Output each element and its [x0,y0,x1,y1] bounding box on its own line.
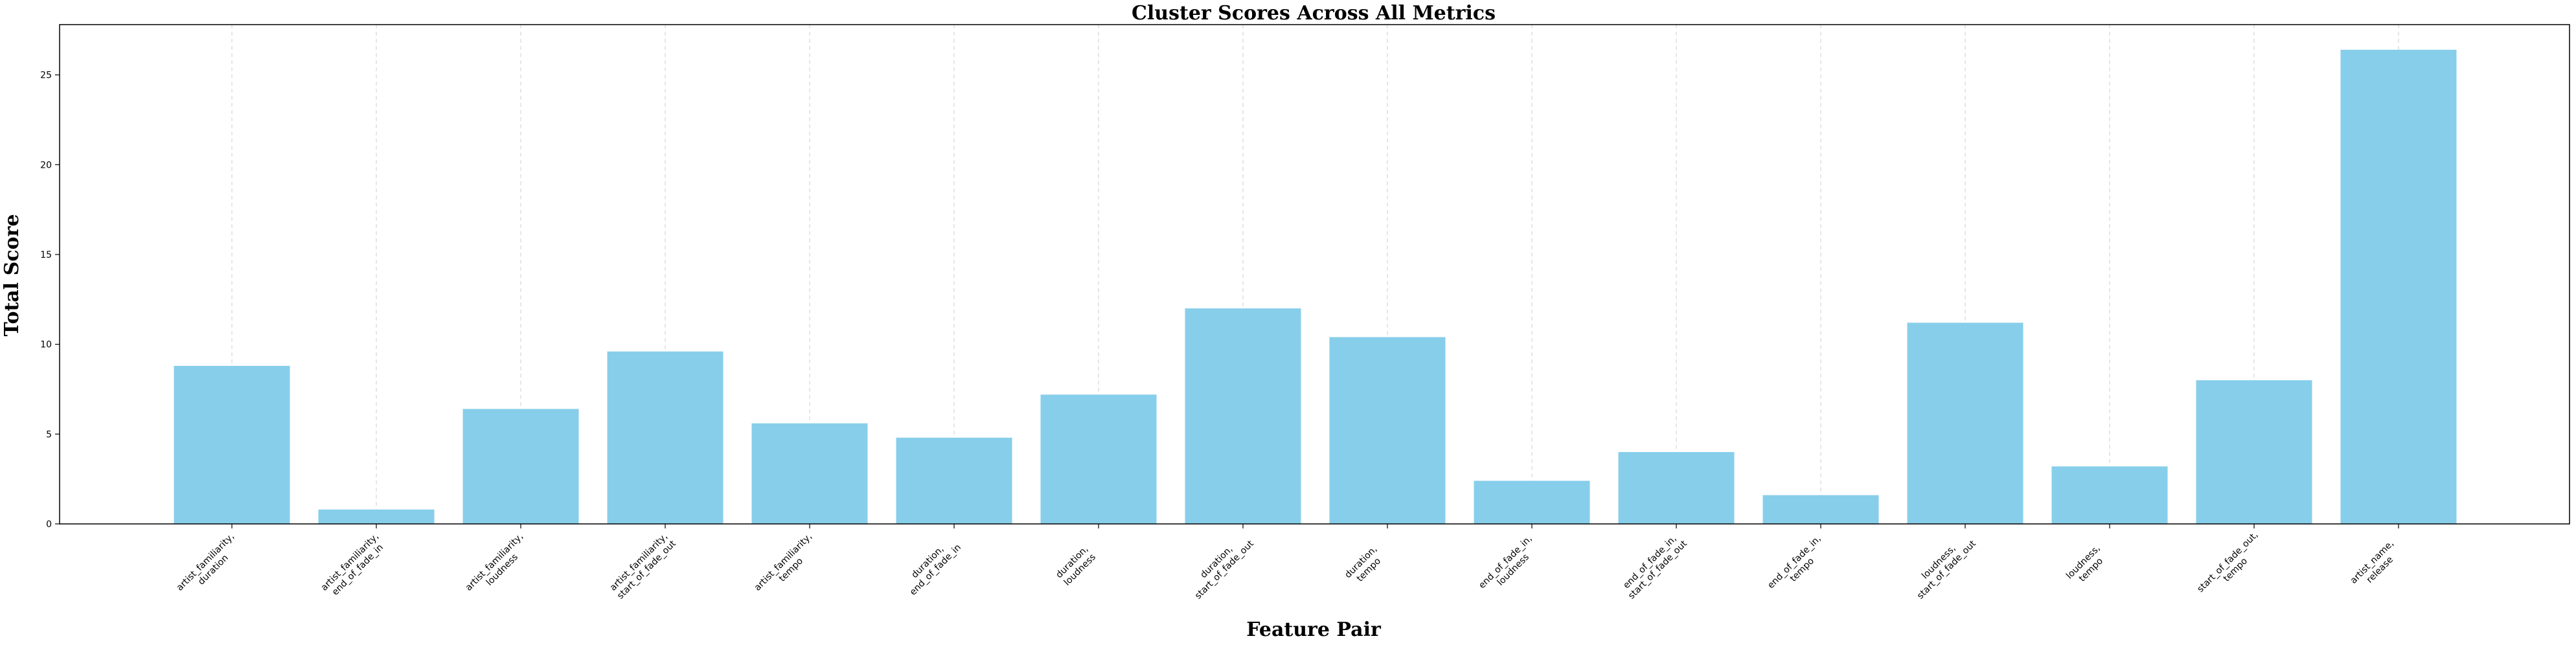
x-tick-label: duration,end_of_fade_in [900,534,963,597]
x-tick-label: loudness,start_of_fade_out [1908,530,1978,601]
x-tick-label-text: artist_familiarity,start_of_fade_out [608,530,678,601]
bar [607,351,724,524]
x-tick-label: artist_familiarity,duration [175,531,244,600]
x-axis-label: Feature Pair [1246,618,1382,641]
x-tick-label-text: artist_familiarity,end_of_fade_in [319,531,389,600]
y-tick-label: 20 [40,160,52,170]
x-tick-label-text: loudness,start_of_fade_out [1908,530,1978,601]
x-tick-label: end_of_fade_in,loudness [1477,534,1542,598]
x-tick-label: duration,start_of_fade_out [1185,530,1256,601]
x-tick-label-text: duration,tempo [1343,544,1387,588]
x-tick-label: artist_name,release [2349,538,2404,593]
y-axis: 0 5 10 15 20 25 [40,71,60,530]
x-tick-label-text: duration,end_of_fade_in [900,534,963,597]
x-tick-label: artist_familiarity,tempo [753,531,822,600]
bar [1474,481,1590,524]
bar [1329,337,1446,524]
x-tick-label: duration,loudness [1054,544,1098,588]
bars [174,49,2457,525]
y-tick-label: 10 [40,340,52,350]
bar [174,365,290,524]
y-axis-label: Total Score [1,214,23,337]
x-tick-label-text: duration,start_of_fade_out [1185,530,1256,601]
bar [1040,394,1157,524]
bar [318,509,435,524]
chart-title: Cluster Scores Across All Metrics [1132,2,1496,25]
x-tick-label: start_of_fade_out,tempo [2195,530,2268,602]
y-tick-label: 5 [46,429,52,440]
bar [2051,466,2168,524]
x-tick-label: loudness,tempo [2064,543,2110,589]
bar [1907,322,2023,524]
bar [1185,308,1301,524]
bar [751,423,868,524]
x-tick-label: artist_familiarity,start_of_fade_out [608,530,678,601]
x-tick-label-text: start_of_fade_out,tempo [2195,530,2268,602]
x-tick-label: end_of_fade_in,tempo [1766,534,1830,598]
bar [2196,380,2312,524]
x-tick-label: end_of_fade_in,start_of_fade_out [1619,530,1689,602]
x-axis: artist_familiarity,duration artist_famili… [175,524,2404,602]
x-tick-label-text: artist_familiarity,tempo [753,531,822,600]
x-tick-label-text: loudness,tempo [2064,543,2110,589]
y-tick-label: 15 [40,250,52,260]
y-tick-label: 0 [46,519,52,530]
x-tick-label-text: end_of_fade_in,start_of_fade_out [1619,530,1689,601]
x-tick-label-text: artist_name,release [2349,538,2404,593]
x-tick-label-text: end_of_fade_in,loudness [1477,534,1542,598]
y-tick-label: 25 [40,71,52,81]
bar [1762,495,1879,524]
x-tick-label-text: end_of_fade_in,tempo [1766,534,1830,598]
x-tick-label: duration,tempo [1343,544,1387,588]
x-tick-label-text: artist_familiarity,duration [175,531,244,600]
plot-frame [59,24,2570,525]
x-tick-label: artist_familiarity,end_of_fade_in [319,531,389,600]
bar [2340,49,2457,525]
bar [1618,452,1735,524]
x-tick-label-text: duration,loudness [1054,544,1098,588]
bar [896,437,1012,524]
bar [462,409,579,524]
x-tick-label-text: artist_familiarity,loudness [464,531,533,600]
x-tick-label-line: start_of_fade_out, [2195,530,2260,594]
x-tick-label: artist_familiarity,loudness [464,531,533,600]
